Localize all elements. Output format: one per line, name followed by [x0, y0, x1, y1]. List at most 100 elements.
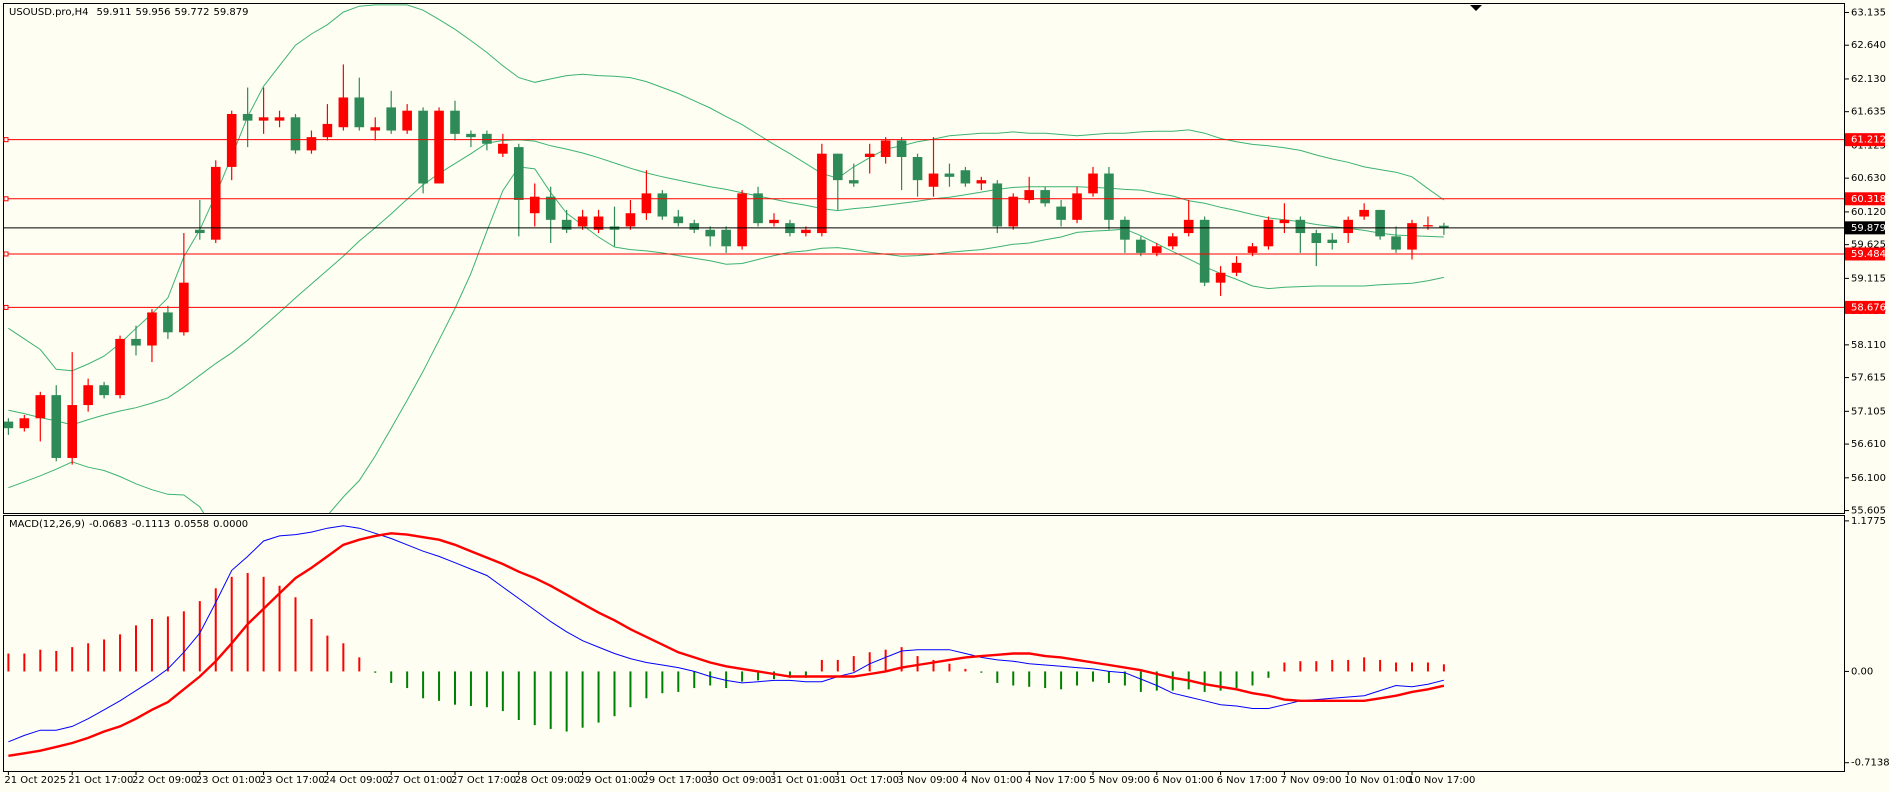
candle-body	[1088, 173, 1098, 194]
candle-body	[4, 421, 14, 429]
macd-main-value: -0.0683	[89, 519, 128, 530]
macd-histogram-bar	[1267, 671, 1270, 678]
candle-body	[976, 180, 987, 184]
candle-body	[657, 193, 668, 217]
x-tick-label: 4 Nov 17:00	[1025, 775, 1086, 786]
candle-body	[1391, 236, 1401, 250]
main-header: USOUSD.pro,H4 59.911 59.956 59.772 59.879	[9, 7, 249, 18]
macd-histogram-bar	[230, 576, 233, 672]
macd-histogram-bar	[1219, 671, 1222, 691]
macd-histogram-bar	[135, 625, 137, 672]
macd-histogram-bar	[1203, 671, 1206, 692]
x-tick-label: 29 Oct 01:00	[579, 775, 644, 786]
candle-body	[67, 405, 77, 458]
macd-histogram-bar	[7, 653, 10, 672]
x-tick-label: 29 Oct 17:00	[642, 775, 707, 786]
candle-body	[689, 223, 700, 230]
candle-body	[1152, 246, 1162, 253]
candle-body	[1423, 225, 1433, 227]
macd-histogram-bar	[374, 671, 377, 673]
macd-histogram-bar	[1251, 671, 1254, 686]
x-tick-label: 10 Nov 17:00	[1408, 775, 1475, 786]
macd-histogram-bar	[485, 671, 488, 708]
macd-histogram-bar	[119, 634, 122, 672]
candle-body	[338, 97, 349, 128]
candle-body	[801, 229, 811, 234]
macd-histogram-bar	[1379, 659, 1382, 672]
macd-histogram-bar	[342, 643, 345, 672]
y-tick-label: 56.100	[1851, 473, 1886, 484]
macd-histogram-bar	[868, 652, 871, 672]
macd-histogram-bar	[454, 671, 456, 705]
macd-histogram-bar	[246, 572, 249, 672]
macd-histogram-bar	[1315, 661, 1318, 672]
candle-body	[51, 395, 62, 458]
y-tick-label: 60.630	[1851, 173, 1886, 184]
ohlc-low: 59.772	[175, 7, 210, 18]
macd-histogram-bar	[406, 671, 409, 689]
x-tick-label: 5 Nov 09:00	[1089, 775, 1150, 786]
level-label: 59.484	[1851, 249, 1886, 260]
current-price-label: 59.879	[1851, 223, 1886, 234]
y-tick-label: -0.7138	[1851, 758, 1889, 769]
macd-histogram-bar	[757, 671, 760, 681]
macd-histogram-bar	[709, 671, 712, 686]
macd-histogram-bar	[900, 647, 903, 672]
macd-histogram-bar	[932, 659, 935, 672]
current-price-box	[1845, 221, 1885, 235]
candle-body	[992, 183, 1003, 227]
macd-histogram-bar	[1426, 662, 1429, 672]
candle-body	[35, 395, 46, 419]
candle-body	[1120, 219, 1130, 240]
candle-body	[147, 312, 157, 346]
y-tick-label: 57.105	[1851, 406, 1886, 417]
candle-body	[1215, 272, 1226, 283]
macd-histogram-bar	[741, 671, 744, 682]
candle-body	[737, 193, 747, 247]
macd-histogram-bar	[166, 616, 169, 672]
macd-histogram-bar	[1331, 659, 1334, 672]
macd-histogram-bar	[1363, 657, 1366, 672]
macd-histogram-bar	[1395, 662, 1398, 672]
macd-title: MACD(12,26,9)	[9, 519, 85, 530]
level-label-box	[1845, 300, 1885, 314]
macd-histogram-bar	[71, 647, 74, 672]
signal-line	[8, 532, 1445, 757]
candle-body	[115, 338, 125, 396]
macd-histogram-bar	[1060, 671, 1063, 690]
candle-body	[418, 110, 428, 184]
x-tick-label: 4 Nov 01:00	[961, 775, 1022, 786]
x-tick-label: 10 Nov 01:00	[1344, 775, 1411, 786]
candle-body	[290, 117, 301, 151]
x-tick-label: 23 Oct 17:00	[260, 775, 325, 786]
candle-body	[896, 140, 907, 157]
macd-histogram-bar	[1028, 671, 1031, 687]
candle-body	[195, 229, 205, 234]
macd-histogram-bar	[725, 671, 728, 689]
macd-histogram-bar	[150, 619, 153, 672]
macd-histogram-bar	[1076, 671, 1079, 686]
candle-body	[450, 110, 460, 134]
candle-body	[1247, 246, 1258, 253]
macd-histogram-bar	[87, 643, 90, 672]
candle-body	[561, 219, 572, 230]
macd-histogram-bar	[836, 659, 839, 672]
macd-histogram-bar	[661, 671, 664, 694]
macd-histogram-bar	[501, 671, 504, 712]
candle-body	[1407, 223, 1417, 250]
macd-histogram-bar	[278, 585, 281, 672]
y-tick-label: 57.615	[1851, 373, 1886, 384]
macd-histogram-bar	[1107, 671, 1110, 683]
candle-body	[1056, 206, 1066, 220]
candle-body	[593, 216, 604, 230]
macd-histogram-bar	[581, 671, 584, 728]
candle-body	[545, 196, 556, 220]
level-label-box	[1845, 133, 1885, 147]
y-tick-label: 61.635	[1851, 107, 1886, 118]
candle-body	[960, 170, 971, 184]
x-tick-label: 31 Oct 17:00	[834, 775, 899, 786]
macd-histogram-bar	[549, 671, 552, 729]
x-tick-label: 6 Nov 17:00	[1217, 775, 1278, 786]
y-tick-label: 59.115	[1851, 273, 1886, 284]
macd-histogram-bar	[1283, 662, 1286, 672]
